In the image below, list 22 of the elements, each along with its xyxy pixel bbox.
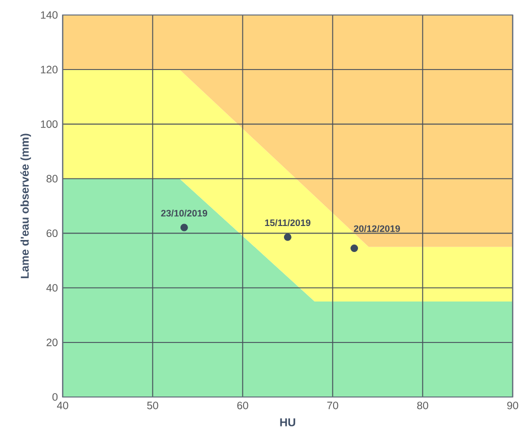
- y-tick-label: 80: [46, 174, 58, 182]
- x-tick-label: 60: [237, 402, 248, 410]
- annotation: 23/10/2019: [161, 210, 208, 217]
- x-axis-title: HU: [280, 418, 296, 426]
- annotation: 20/12/2019: [354, 225, 400, 232]
- x-tick-label: 80: [417, 402, 428, 410]
- annotation: 15/11/2019: [265, 219, 310, 226]
- y-tick-label: 40: [46, 284, 58, 292]
- y-tick-label: 140: [40, 11, 58, 19]
- point: [350, 244, 358, 252]
- x-tick-label: 90: [507, 402, 518, 410]
- y-tick-label: 60: [46, 230, 58, 238]
- y-tick-label: 0: [52, 393, 58, 401]
- y-tick-label: 120: [40, 66, 58, 74]
- y-tick-label: 20: [46, 338, 58, 346]
- y-axis-title: Lame d'eau observée (mm): [20, 134, 32, 278]
- y-tick-label: 100: [40, 120, 58, 128]
- point: [180, 224, 188, 232]
- point: [284, 233, 292, 241]
- x-tick-label: 70: [327, 402, 338, 410]
- x-tick-label: 50: [147, 402, 158, 410]
- x-tick-label: 40: [56, 402, 68, 410]
